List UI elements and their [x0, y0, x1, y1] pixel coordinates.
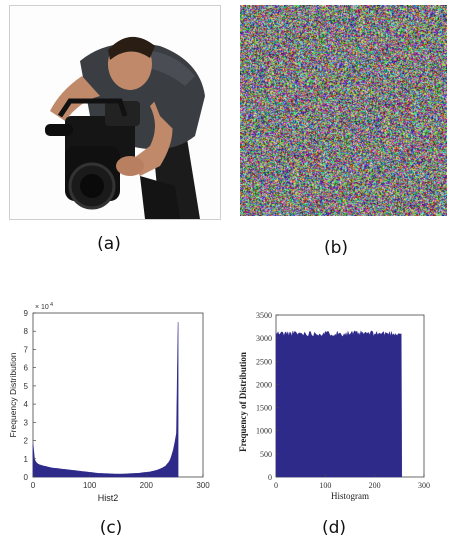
- y-axis-label: Frequency Distribution: [8, 352, 18, 437]
- y-tick-label: 6: [24, 364, 29, 373]
- y-tick-label: 3: [24, 418, 29, 427]
- x-tick-label: 300: [196, 481, 210, 490]
- y-tick-label: 7: [24, 345, 29, 354]
- caption-a: (a): [97, 234, 121, 254]
- encrypted-noise-image: [240, 5, 447, 216]
- y-tick-label: 0: [268, 473, 272, 482]
- caption-d: (d): [321, 518, 347, 538]
- photo-panel: [9, 5, 221, 220]
- noise-panel: [240, 5, 447, 216]
- videographer-photo: [45, 36, 205, 219]
- x-tick-label: 100: [319, 481, 331, 490]
- y-exponent-power: 4: [50, 302, 53, 308]
- y-exponent: × 10: [35, 304, 49, 311]
- y-tick-label: 1500: [256, 404, 272, 413]
- y-tick-label: 2000: [256, 380, 272, 389]
- histogram-bars: [275, 330, 403, 478]
- y-tick-label: 0: [24, 473, 29, 482]
- y-tick-label: 500: [260, 450, 272, 459]
- y-axis-label: Frequency of Distribution: [238, 352, 248, 452]
- y-tick-label: 1: [24, 455, 29, 464]
- x-tick-label: 200: [140, 481, 154, 490]
- y-tick-label: 9: [24, 309, 29, 318]
- y-tick-label: 4: [24, 400, 29, 409]
- histogram-d: 0 500 1000 1500 2000 2500 3000 3500 0 100 200 300 Hi…: [238, 311, 430, 501]
- x-axis-label: Hist2: [98, 493, 119, 503]
- y-tick-label: 3500: [256, 311, 272, 320]
- y-tick-label: 8: [24, 327, 29, 336]
- x-tick-label: 0: [274, 481, 278, 490]
- histogram-area: [32, 322, 179, 478]
- y-tick-label: 3000: [256, 334, 272, 343]
- x-axis-label: Histogram: [331, 491, 369, 501]
- caption-b: (b): [323, 238, 349, 258]
- y-tick-label: 2: [24, 437, 29, 446]
- x-tick-label: 200: [369, 481, 381, 490]
- x-tick-label: 300: [418, 481, 430, 490]
- caption-c: (c): [99, 518, 123, 538]
- y-tick-label: 1000: [256, 427, 272, 436]
- y-tick-label: 2500: [256, 357, 272, 366]
- x-tick-label: 100: [83, 481, 97, 490]
- y-tick-label: 5: [24, 382, 29, 391]
- x-tick-label: 0: [31, 481, 36, 490]
